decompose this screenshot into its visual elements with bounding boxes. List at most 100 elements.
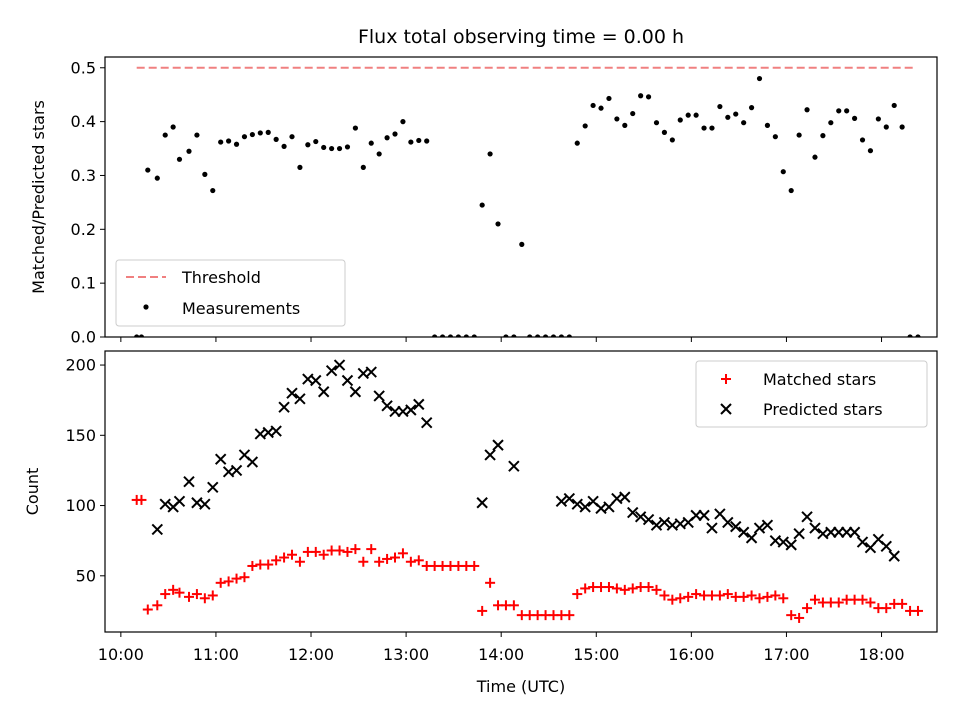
predicted-star-point [207,481,219,493]
matched-star-point [310,546,321,557]
matched-star-point [199,593,210,604]
matched-star-point [287,549,298,560]
matched-star-point [294,556,305,567]
matched-star-point [136,494,147,505]
top-y-tick-label: 0.1 [71,274,96,293]
measurement-point [134,334,140,337]
matched-star-point [469,560,480,571]
measurement-point [653,120,660,126]
matched-star-point [603,582,614,593]
predicted-star-point [753,522,766,534]
predicted-star-point [809,522,821,534]
matched-star-point [627,583,638,594]
cross-b [563,492,576,505]
measurement-point [400,119,406,125]
measurement-point [733,111,739,117]
top-y-tick-label: 0.0 [71,328,96,347]
predicted-star-point [563,492,576,505]
measurement-point [368,140,374,146]
cross-b [817,527,829,540]
matched-star-point [413,555,424,566]
cross-b [579,501,591,513]
measurements-legend-marker [143,304,149,310]
bottom-x-tick-label: 12:00 [288,645,334,664]
predicted-star-point [761,519,774,531]
measurement-point [305,142,311,148]
measurement-point [828,120,834,126]
measurement-point [376,151,382,157]
matched-star-point [508,600,519,611]
cross-b [365,366,377,378]
measurement-point [416,137,422,144]
measurement-point [915,334,921,337]
matched-star-point [619,584,630,595]
measurement-point [257,130,263,136]
cross-b [706,522,718,534]
top-y-tick-label: 0.5 [71,58,96,77]
measurement-point [281,143,287,149]
matched-star-point [142,604,153,615]
measurement-point [907,334,913,337]
measurement-point [891,102,897,109]
measurement-point [859,137,866,143]
predicted-star-point [508,460,520,472]
measurement-point [241,134,248,140]
cross-b [476,497,488,509]
matched-star-point [754,593,765,604]
measurement-point [297,164,303,170]
measurement-point [265,129,271,135]
matched-legend-plus [721,374,731,384]
bottom-x-tick-label: 15:00 [573,645,619,664]
matched-star-point [714,590,725,601]
top-y-tick-label: 0.3 [71,166,96,185]
cross-b [492,439,504,451]
measurement-point [756,75,763,82]
matched-star-point [374,556,385,567]
cross-b [650,519,663,531]
matched-star-point [564,610,575,621]
measurement-point [590,102,596,109]
predicted-star-point [476,497,488,509]
cross-b [611,492,623,505]
top-data-layer [134,66,921,337]
measurement-point [836,108,842,114]
top-axes: 0.0 0.1 0.2 0.3 0.4 0.5 [71,56,938,347]
predicted-star-point [745,532,758,544]
predicted-star-point [571,498,583,510]
cross-b [420,416,433,429]
predicted-star-point [365,366,377,378]
matched-star-point [382,553,393,564]
matched-legend-marker [721,374,731,384]
cross-b [666,519,679,531]
matched-star-point [770,590,781,601]
measurement-point [249,131,255,138]
measurement-point [503,334,509,337]
matched-star-point [191,589,202,600]
measurement-point [233,141,240,147]
measurement-point [630,110,636,117]
predicted-star-point [310,374,322,387]
predicted-legend-cross [720,403,732,415]
matched-star-point [802,603,813,614]
matched-star-point [247,560,258,571]
predicted-star-point [555,495,568,508]
measurement-point [439,334,446,337]
predicted-star-point [642,513,655,526]
predicted-star-point [413,398,425,411]
measurement-point [780,169,786,175]
bottom-x-tick-label: 14:00 [478,645,524,664]
matched-star-point [397,548,408,559]
matched-star-point [174,587,185,598]
measurement-point [329,145,335,152]
predicted-star-point [159,498,171,510]
predicted-star-point [627,506,639,519]
predicted-star-point [880,540,892,553]
top-axes-frame [104,56,938,338]
predicted-star-point [317,386,330,398]
cross-b [888,550,900,562]
cross-b [785,539,797,551]
top-legend-box [115,259,346,327]
bottom-x-axis-label: Time (UTC) [476,677,565,696]
cross-b [222,466,235,478]
measurement-point [638,93,644,99]
